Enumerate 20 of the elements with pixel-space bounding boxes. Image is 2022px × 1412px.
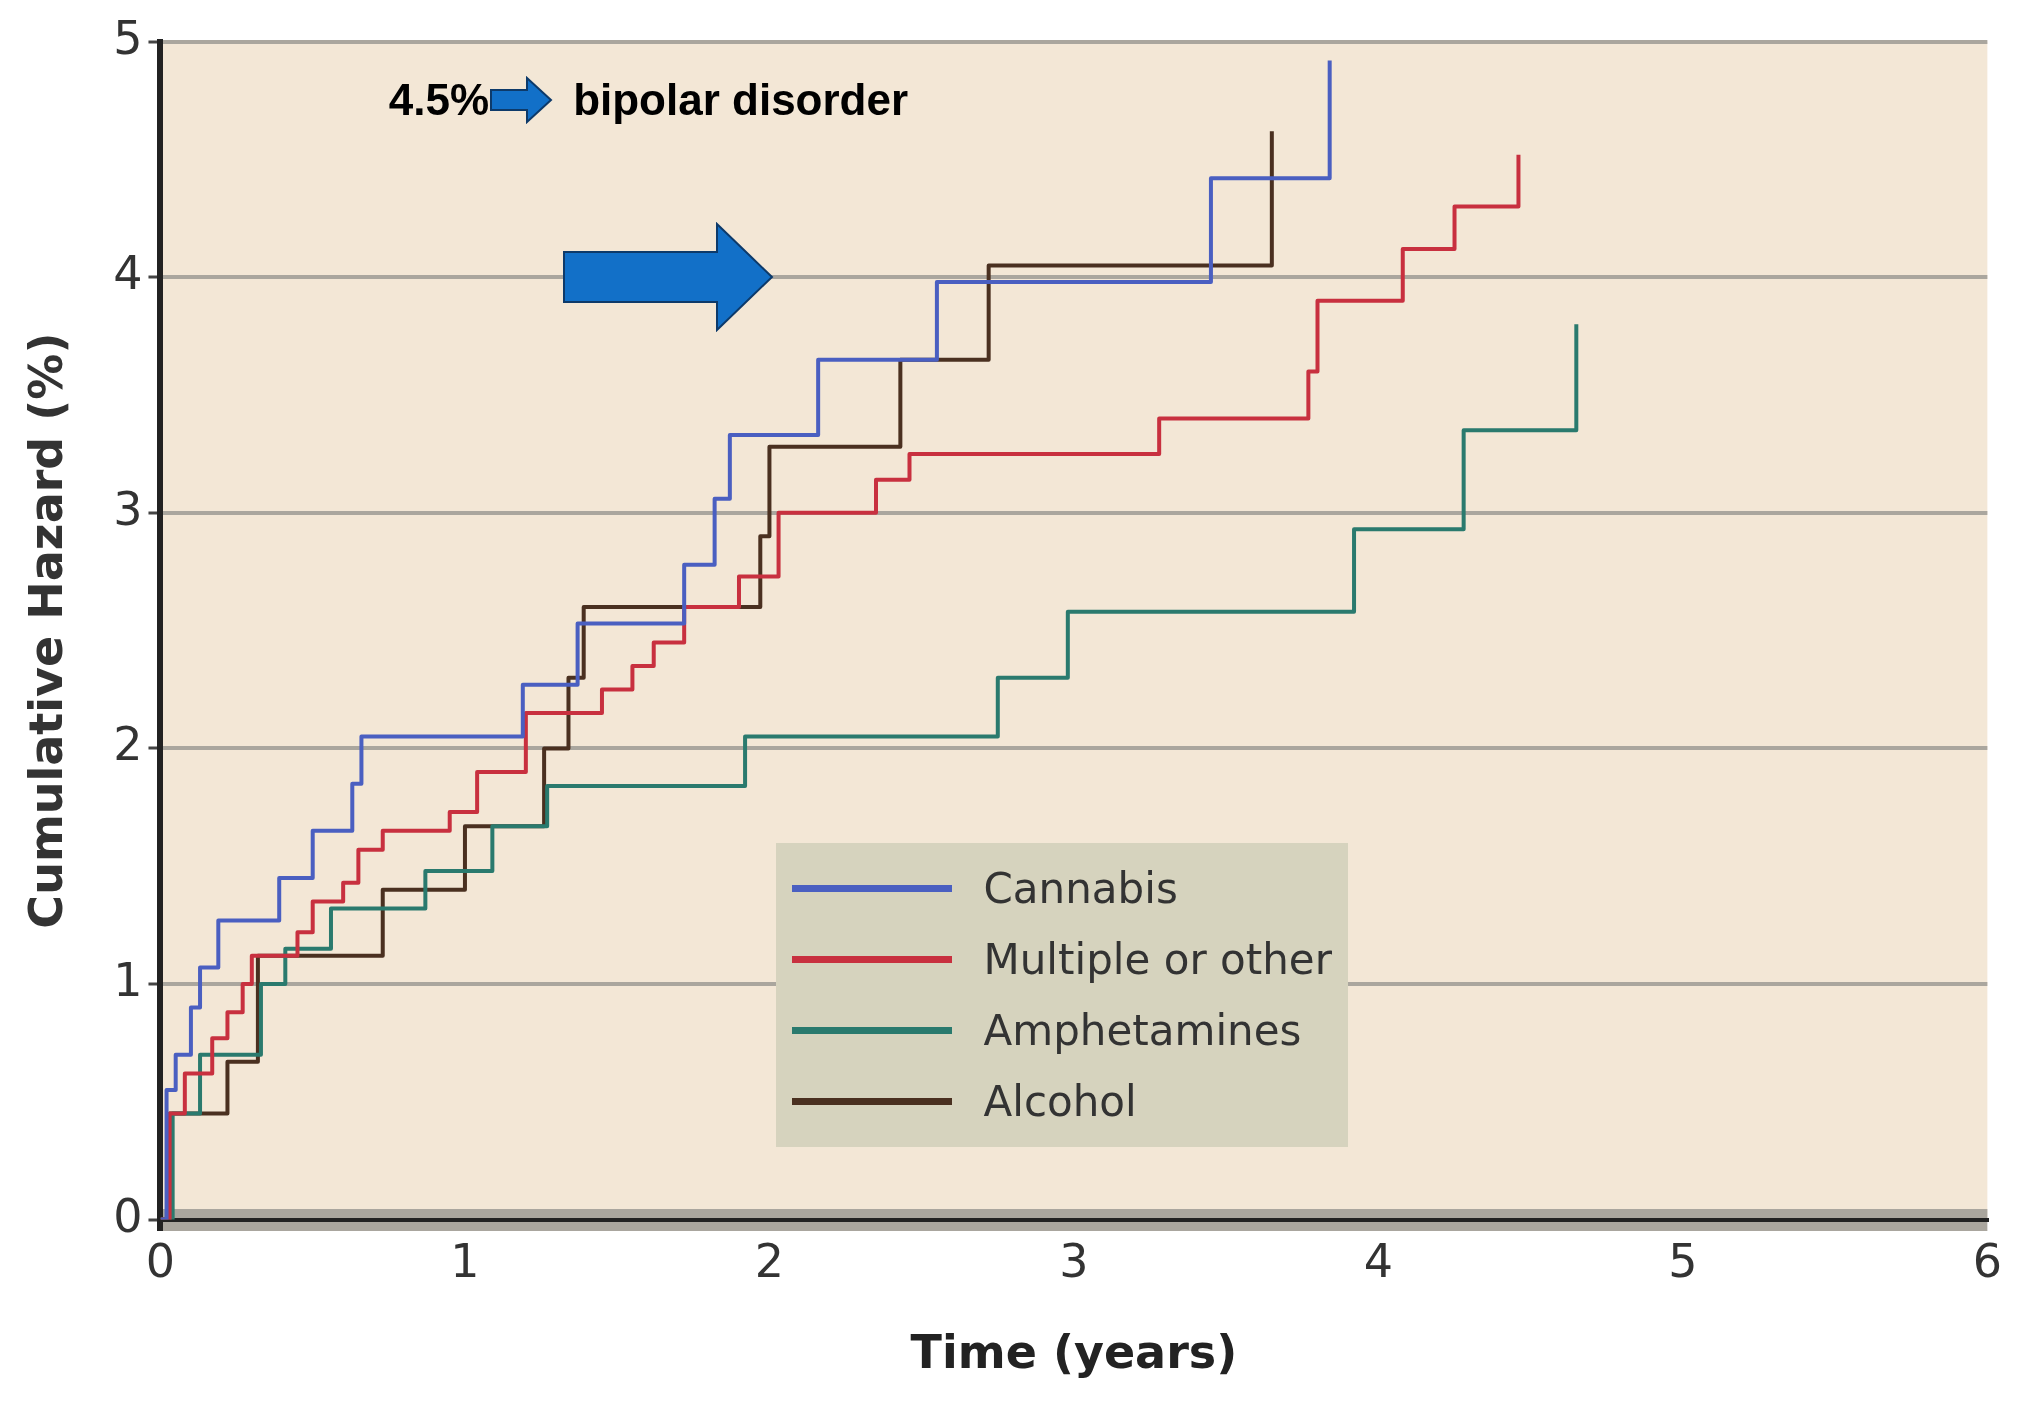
x-tick-label: 5 [1668, 1234, 1698, 1289]
x-tick-label: 6 [1972, 1234, 2003, 1289]
y-tick-label: 5 [113, 10, 143, 65]
x-tick-label: 1 [450, 1234, 480, 1289]
legend-label: Amphetamines [983, 1005, 1302, 1055]
x-tick-label: 2 [754, 1234, 785, 1289]
y-axis-title: Cumulative Hazard (%) [18, 332, 73, 929]
y-tick-label: 2 [113, 717, 143, 772]
legend-label: Cannabis [983, 863, 1178, 913]
legend-label: Multiple or other [983, 934, 1332, 984]
y-tick-label: 3 [113, 481, 143, 536]
y-tick-label: 1 [113, 952, 143, 1007]
y-tick-label: 0 [113, 1188, 143, 1243]
x-axis-title: Time (years) [910, 1325, 1238, 1380]
annotation: bipolar disorder [573, 74, 909, 125]
annotation: 4.5% [388, 74, 490, 125]
x-tick-label: 3 [1059, 1234, 1089, 1289]
x-tick-label: 4 [1363, 1234, 1394, 1289]
legend-label: Alcohol [983, 1076, 1137, 1126]
y-tick-label: 4 [113, 246, 143, 301]
